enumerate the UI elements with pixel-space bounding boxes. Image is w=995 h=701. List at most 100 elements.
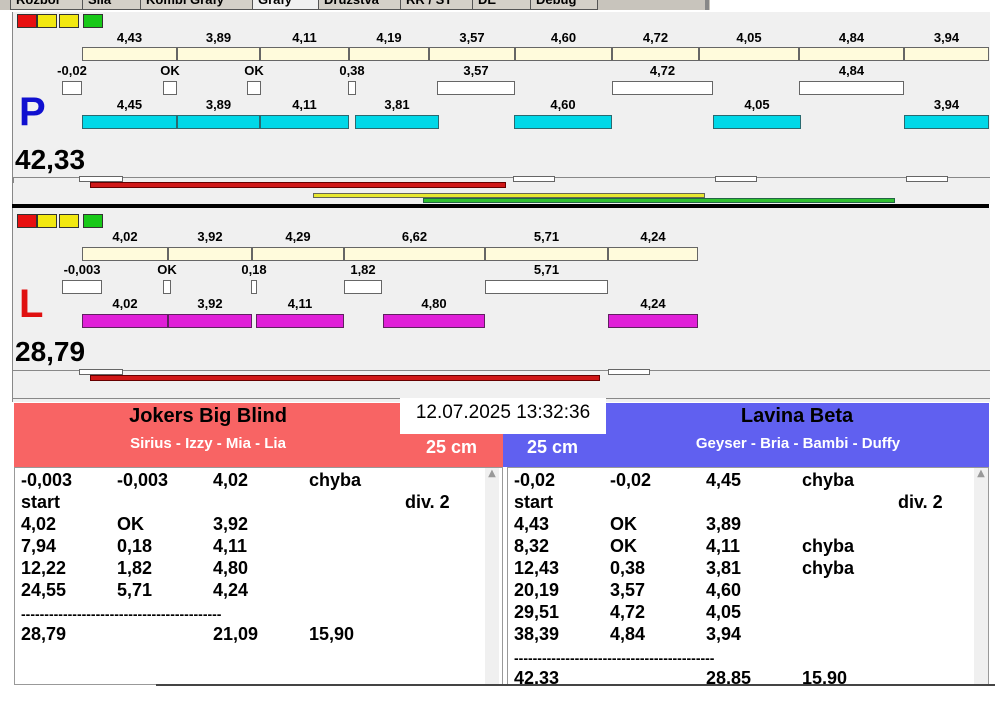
split-bar: [260, 115, 349, 129]
split-bar: [163, 81, 177, 95]
timeline-axis: [13, 177, 990, 178]
result-cell: 4,45: [706, 470, 742, 490]
split-value: 0,38: [339, 63, 365, 78]
result-cell: 4,80: [213, 558, 249, 578]
tab-grafy[interactable]: Grafy: [252, 0, 320, 10]
split-bar: [608, 314, 698, 328]
split-value: 4,19: [376, 30, 402, 45]
result-cell: 3,89: [706, 514, 742, 534]
result-cell: -0,02: [610, 470, 652, 490]
split-value: 4,02: [112, 296, 138, 311]
split-value: 4,05: [744, 97, 770, 112]
lane-letter: L: [19, 282, 44, 326]
lane-letter: P: [19, 90, 46, 134]
result-cell: 3,92: [213, 514, 249, 534]
split-value: 4,45: [116, 97, 143, 112]
split-value: 4,05: [736, 30, 762, 45]
result-cell: 28,79: [21, 624, 67, 644]
right-list-scrollbar[interactable]: ▲: [974, 468, 988, 684]
result-cell: 4,02: [213, 470, 249, 490]
split-value: 3,94: [933, 97, 960, 112]
result-cell: 0,18: [117, 536, 153, 556]
result-cell: chyba: [309, 470, 362, 490]
split-value: OK: [160, 63, 180, 78]
left-team-name: Jokers Big Blind: [129, 405, 287, 427]
tab-rozbor[interactable]: Rozbor: [10, 0, 90, 10]
left-team-members: Sirius - Izzy - Mia - Lia: [130, 435, 286, 452]
split-bar: [344, 247, 485, 261]
red-progress-line: [90, 182, 506, 188]
split-bar: [344, 280, 382, 294]
result-cell: -0,003: [117, 470, 169, 490]
result-cell: 8,32: [514, 536, 550, 556]
status-lamp-red: [17, 14, 37, 28]
tab-druzstva[interactable]: Druzstva: [318, 0, 402, 10]
yellow-progress-line: [313, 193, 705, 198]
tab-debug[interactable]: Debug: [530, 0, 598, 10]
split-bar: [349, 47, 429, 61]
result-cell: 12,43: [514, 558, 560, 578]
result-cell: 42,33: [514, 668, 560, 685]
red-progress-line: [90, 375, 600, 381]
result-row: 7,94 0,18 4,11: [15, 536, 475, 558]
top-graph-panel: P 42,33 4,43 3,89 4,11 4,19 3,57 4,60 4,72 4,05…: [12, 12, 990, 204]
split-bar: [256, 314, 344, 328]
timeline-marker: [513, 176, 555, 182]
split-bar: [515, 47, 612, 61]
result-cell: 24,55: [21, 580, 67, 600]
split-value: 4,24: [640, 229, 666, 244]
timeline-marker: [906, 176, 948, 182]
split-value: 4,29: [285, 229, 311, 244]
split-bar: [82, 115, 177, 129]
split-bar: [62, 81, 82, 95]
split-bar: [348, 81, 356, 95]
lane-total-time: 42,33: [15, 144, 86, 175]
result-cell: -0,02: [514, 470, 556, 490]
split-bar: [177, 47, 260, 61]
result-cell: 3,81: [706, 558, 742, 578]
split-bar: [168, 247, 252, 261]
split-value: 4,72: [649, 63, 676, 78]
split-value: 4,24: [640, 296, 666, 311]
result-cell: 15,90: [309, 624, 355, 644]
left-list-scrollbar[interactable]: ▲: [485, 468, 499, 684]
split-value: -0,02: [57, 63, 87, 78]
split-bar: [612, 47, 699, 61]
result-row: 20,19 3,57 4,60: [508, 580, 968, 602]
right-team-results-list[interactable]: -0,02 -0,02 4,45 chyba start div. 2 4,43 OK 3,89…: [507, 467, 989, 685]
split-value: 4,84: [838, 63, 865, 78]
result-cell: 38,39: [514, 624, 560, 644]
tab-kombi-grafy[interactable]: Kombi Grafy: [140, 0, 257, 10]
result-row: start div. 2: [15, 492, 475, 514]
split-value: 4,02: [112, 229, 138, 244]
split-bar: [514, 115, 612, 129]
tab-de[interactable]: DE: [472, 0, 532, 10]
split-bar: [168, 314, 252, 328]
bottom-graph-panel: L 28,79 4,02 3,92 4,29 6,62 5,71 4,24 -0,003 O…: [12, 208, 990, 402]
split-bar: [383, 314, 485, 328]
result-cell: 4,11: [706, 536, 741, 556]
split-value: 1,82: [350, 262, 376, 277]
split-bar: [355, 115, 439, 129]
split-value: -0,003: [63, 262, 101, 277]
left-team-results-list[interactable]: -0,003 -0,003 4,02 chyba start div. 2 4,02 OK 3,…: [14, 467, 503, 685]
timeline-axis: [13, 370, 990, 371]
right-team-distance: 25 cm: [527, 437, 579, 457]
status-lamp-red: [17, 214, 37, 228]
scroll-up-arrow-icon[interactable]: ▲: [977, 468, 985, 479]
split-value: 5,71: [533, 262, 560, 277]
tab-sila[interactable]: Sila: [82, 0, 146, 10]
result-cell: start: [21, 492, 61, 512]
result-cell: ----------------------------------------…: [21, 606, 222, 622]
tab-rr-st[interactable]: RR / ST: [400, 0, 474, 10]
status-lamp-yellow-2: [59, 214, 79, 228]
scroll-up-arrow-icon[interactable]: ▲: [488, 468, 496, 479]
split-bar: [485, 247, 608, 261]
timeline-marker: [79, 369, 123, 375]
result-cell: 4,05: [706, 602, 742, 622]
result-row: 4,02 OK 3,92: [15, 514, 475, 536]
result-row: 28,79 21,09 15,90: [15, 624, 475, 646]
split-bar: [904, 47, 989, 61]
result-cell: 4,24: [213, 580, 249, 600]
split-value: OK: [244, 63, 264, 78]
